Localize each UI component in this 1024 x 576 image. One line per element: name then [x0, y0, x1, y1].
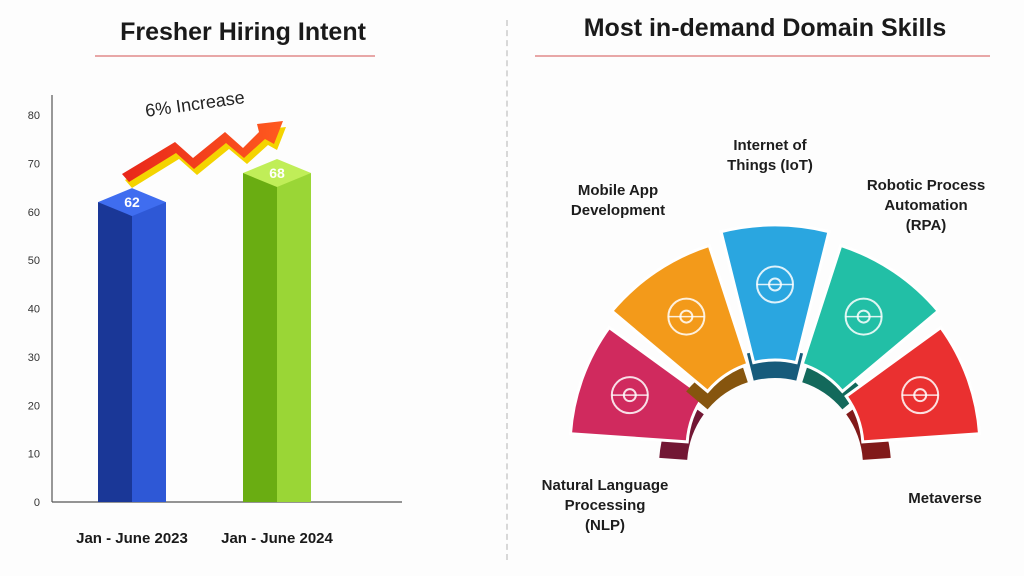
y-tick-label: 20 — [28, 400, 40, 412]
skill-label-rpa: Robotic Process Automation (RPA) — [866, 177, 986, 234]
fresher-hiring-title: Fresher Hiring Intent — [120, 18, 366, 46]
skill-segment — [719, 223, 831, 381]
panel-divider — [506, 20, 508, 560]
bar-data-label: 62 — [124, 194, 140, 210]
increase-annotation: 6% Increase — [144, 87, 246, 121]
left-title-underline — [95, 55, 375, 57]
brain-head-icon — [610, 376, 649, 415]
growth-arrow-icon — [122, 121, 286, 188]
y-tick-label: 60 — [28, 207, 40, 219]
mobile-phone-icon — [667, 297, 706, 336]
y-tick-label: 80 — [28, 110, 40, 122]
y-tick-label: 70 — [28, 158, 40, 170]
globe-network-icon — [756, 265, 794, 304]
segment-face — [568, 325, 706, 444]
segment-face — [719, 223, 831, 365]
bar-side — [132, 202, 166, 502]
segment-face — [844, 325, 982, 444]
bar — [243, 173, 277, 503]
x-axis-labels: Jan - June 2023 Jan - June 2024 — [76, 530, 333, 547]
y-tick-label: 0 — [34, 497, 40, 509]
skill-segment — [568, 325, 706, 460]
domain-skills-title: Most in-demand Domain Skills — [583, 14, 947, 42]
right-title-underline — [535, 55, 990, 57]
bar-top — [243, 159, 311, 188]
skill-label-metaverse: Metaverse — [908, 490, 982, 507]
skill-segment — [609, 243, 750, 410]
x-category-label: Jan - June 2024 — [221, 530, 333, 547]
skill-label-mobile-app: Mobile App Development — [570, 182, 666, 219]
bar — [98, 202, 132, 502]
vr-headset-icon — [901, 376, 940, 415]
y-tick-label: 10 — [28, 449, 40, 461]
bar-data-label: 68 — [269, 165, 285, 181]
x-category-label: Jan - June 2023 — [76, 530, 188, 547]
bar-top — [98, 188, 166, 217]
bars-group: 62 68 — [98, 159, 311, 503]
skill-segment — [844, 325, 982, 460]
y-tick-label: 50 — [28, 255, 40, 267]
skill-label-iot: Internet of Things (IoT) — [727, 137, 813, 174]
skills-arch-segments — [568, 223, 982, 460]
y-axis-ticks: 0 10 20 30 40 50 60 70 80 — [28, 110, 40, 509]
y-tick-label: 30 — [28, 352, 40, 364]
robot-arm-icon — [844, 297, 883, 336]
domain-skills-arch — [568, 223, 982, 460]
bar-side — [277, 173, 311, 503]
skill-label-nlp: Natural Language Processing (NLP) — [541, 477, 669, 534]
y-tick-label: 40 — [28, 304, 40, 316]
